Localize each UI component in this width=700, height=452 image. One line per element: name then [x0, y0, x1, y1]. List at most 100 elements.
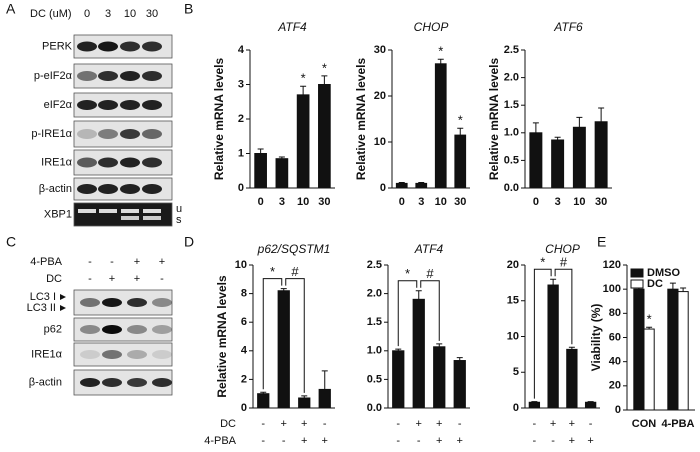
band [152, 350, 172, 359]
comparison-label: * [540, 255, 545, 270]
condition-sign: + [281, 418, 287, 430]
band [142, 157, 162, 168]
error-bar [278, 156, 285, 159]
bar [298, 397, 311, 409]
bracket [397, 280, 418, 347]
lane-label: 3 [105, 8, 111, 20]
band [80, 325, 100, 334]
blot-row-label: p-eIF2α [34, 70, 73, 82]
x-tick-label: 0 [258, 196, 264, 208]
condition-sign: + [301, 418, 307, 430]
error-bar [531, 401, 538, 403]
bar [454, 134, 467, 189]
x-tick-label: 30 [318, 196, 330, 208]
error-bar [576, 116, 583, 128]
lane-label: 30 [146, 8, 158, 20]
comparison-label: # [560, 255, 568, 270]
y-tick-label: 2.0 [367, 288, 382, 300]
y-tick-label: 1 [238, 147, 244, 159]
error-bar [457, 127, 464, 136]
bar [633, 288, 645, 411]
x-tick-label: 30 [454, 196, 466, 208]
x-tick-label: 3 [555, 196, 561, 208]
band [120, 157, 140, 168]
bracket [420, 280, 440, 341]
bar [547, 284, 559, 409]
band-label: s [176, 214, 182, 226]
arrow [60, 294, 66, 300]
blot-row-label: β-actin [39, 183, 72, 195]
error-bar [436, 343, 443, 347]
band [152, 325, 172, 334]
band [98, 41, 118, 52]
blot-row-label: PERK [42, 40, 73, 52]
blot-row-label: XBP1 [44, 208, 72, 220]
band [78, 209, 96, 213]
y-tick-label: 4 [238, 44, 245, 56]
band [127, 378, 147, 387]
condition-sign: + [550, 418, 556, 430]
condition-sign: - [533, 418, 537, 430]
bar [434, 63, 447, 189]
y-tick-label: 1.0 [367, 345, 382, 357]
error-bar [568, 346, 575, 350]
band [120, 41, 140, 52]
band [102, 298, 122, 307]
bar [412, 298, 425, 409]
x-tick-label: 30 [595, 196, 607, 208]
y-tick-label: 20 [374, 90, 386, 102]
bar [318, 84, 331, 189]
legend-swatch [630, 279, 644, 289]
x-tick-label: 10 [297, 196, 309, 208]
band [77, 71, 97, 81]
error-bar [587, 401, 594, 403]
condition-sign: - [396, 418, 400, 430]
chart-title: ATF4 [277, 20, 307, 34]
y-tick-label: 10 [235, 259, 247, 271]
y-tick-label: 20 [507, 259, 519, 271]
y-tick-label: 15 [507, 295, 519, 307]
chart-title: CHOP [414, 20, 449, 34]
bar [453, 360, 466, 409]
bar [594, 121, 608, 189]
y-tick-label: 0 [380, 182, 386, 194]
x-tick-label: 3 [279, 196, 285, 208]
y-tick-label: 120 [603, 259, 621, 271]
error-bar [418, 181, 425, 184]
band [80, 378, 100, 387]
blot-row-label: eIF2α [44, 99, 73, 111]
y-tick-label: 40 [609, 356, 621, 368]
bracket [554, 268, 573, 345]
y-tick-label: 0 [615, 404, 621, 416]
band [77, 129, 97, 139]
band [77, 41, 97, 52]
y-tick-label: 3 [238, 78, 244, 90]
legend-label: DC [647, 278, 663, 290]
y-tick-label: 10 [507, 330, 519, 342]
condition-label: 4-PBA [204, 435, 236, 447]
y-tick-label: 6 [241, 316, 247, 328]
band [77, 157, 97, 168]
y-tick-label: 0 [238, 182, 244, 194]
blot-box [73, 202, 173, 227]
condition-sign: + [416, 418, 422, 430]
error-bar [395, 348, 402, 351]
band [98, 71, 118, 81]
blot-box [73, 317, 173, 342]
y-tick-label: 8 [241, 288, 247, 300]
band [152, 298, 172, 307]
y-axis-label: Viability (%) [589, 304, 603, 372]
condition-label: DC [220, 418, 236, 430]
panel-label: C [6, 234, 16, 250]
treatment-sign: - [160, 273, 164, 285]
y-axis-label: Relative mRNA levels [487, 58, 501, 181]
x-tick-label: 10 [573, 196, 585, 208]
y-tick-label: 30 [374, 44, 386, 56]
y-tick-label: 0 [241, 402, 247, 414]
blot-box [73, 342, 173, 367]
chart-title: p62/SQSTM1 [257, 242, 331, 256]
band [142, 129, 162, 139]
band [120, 184, 140, 194]
error-bar [669, 282, 676, 290]
band [142, 100, 162, 110]
